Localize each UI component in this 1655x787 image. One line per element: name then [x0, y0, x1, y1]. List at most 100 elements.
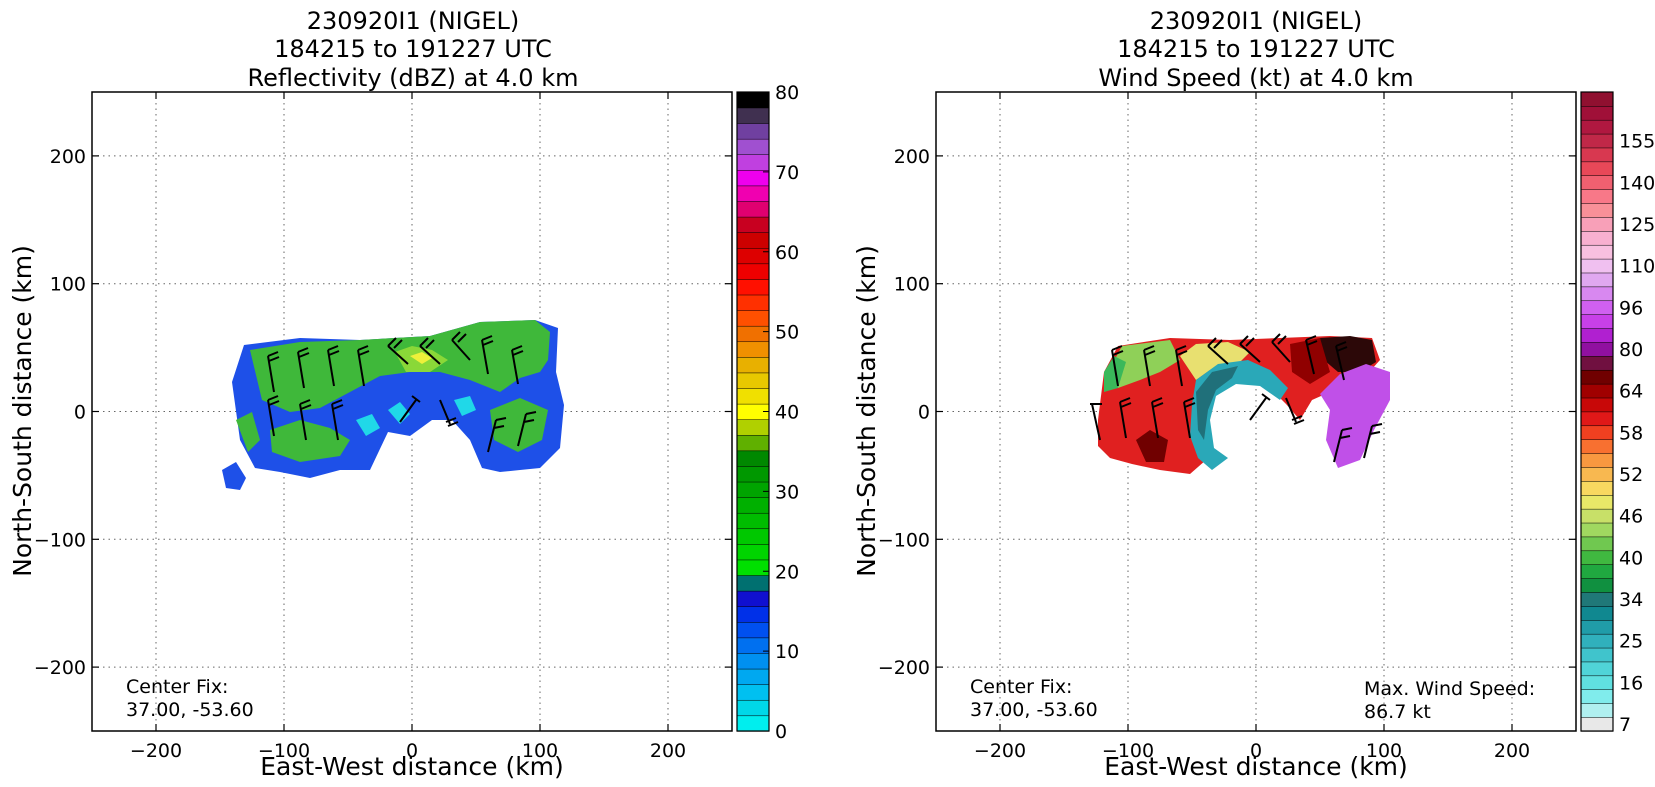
colorbar-segment: [736, 528, 770, 545]
reflectivity-colorbar: 0 10 20 30 40 50 60 70 80: [736, 82, 799, 743]
colorbar-segment: [736, 200, 770, 218]
center-fix-value: 37.00, -53.60: [970, 699, 1098, 721]
chart-title-line-3: Reflectivity (dBZ) at 4.0 km: [248, 64, 579, 92]
y-tick-label: 0: [74, 402, 86, 424]
colorbar-segment: [1580, 244, 1614, 260]
colorbar-segment: [736, 465, 770, 483]
colorbar-segment: [736, 107, 770, 124]
colorbar-segment: [736, 652, 770, 670]
colorbar-segment: [1580, 689, 1614, 704]
colorbar-segment: [1580, 439, 1614, 454]
colorbar-segment: [736, 434, 770, 452]
max-wind-value: 86.7 kt: [1364, 701, 1431, 723]
colorbar-segment: [1580, 161, 1614, 176]
colorbar-segment: [736, 683, 770, 701]
colorbar-segment: [736, 450, 770, 467]
colorbar-segment: [1580, 133, 1614, 149]
max-wind-label: Max. Wind Speed:: [1364, 678, 1535, 700]
colorbar-segment: [736, 122, 770, 140]
colorbar-segment: [736, 590, 770, 607]
x-tick-label: −100: [258, 740, 310, 762]
colorbar-segment: [736, 154, 770, 171]
y-tick-label: −100: [878, 529, 930, 551]
colorbar-segment: [1580, 675, 1614, 690]
wind-speed-panel: 230920I1 (NIGEL) 184215 to 191227 UTC Wi…: [852, 7, 1655, 781]
x-tick-label: 100: [522, 740, 558, 762]
colorbar-segment: [1580, 369, 1614, 385]
wind-region: [1136, 430, 1168, 462]
colorbar-segment: [1580, 119, 1614, 135]
colorbar-tick-label: 80: [1619, 339, 1643, 361]
colorbar-segment: [1580, 272, 1614, 288]
colorbar-segment: [1580, 716, 1614, 732]
colorbar-segment: [1580, 619, 1614, 635]
chart-title-line-1: 230920I1 (NIGEL): [1150, 7, 1362, 35]
colorbar-tick-label: 25: [1619, 631, 1643, 653]
y-tick-label: −200: [878, 657, 930, 679]
colorbar-tick-label: 0: [775, 721, 787, 743]
center-fix-label: Center Fix:: [126, 676, 228, 698]
colorbar-tick-label: 30: [775, 481, 799, 503]
y-tick-label: −200: [34, 657, 86, 679]
y-tick-label: 100: [894, 274, 930, 296]
colorbar-segment: [1580, 647, 1614, 663]
colorbar-tick-label: 58: [1619, 422, 1643, 444]
colorbar-segment: [1580, 564, 1614, 579]
colorbar-tick-label: 110: [1619, 256, 1655, 278]
echo-region: [250, 320, 550, 412]
colorbar-tick-label: 140: [1619, 172, 1655, 194]
colorbar-segment: [736, 185, 770, 202]
colorbar-segment: [1580, 202, 1614, 218]
echo-region: [356, 414, 380, 436]
echo-region: [270, 420, 350, 462]
colorbar-tick-label: 52: [1619, 464, 1643, 486]
colorbar-tick-label: 64: [1619, 381, 1643, 403]
y-tick-label: 200: [894, 146, 930, 168]
colorbar-segment: [1580, 355, 1614, 371]
colorbar-segment: [1580, 175, 1614, 190]
colorbar-segment: [1580, 536, 1614, 552]
chart-title-line-3: Wind Speed (kt) at 4.0 km: [1098, 64, 1413, 92]
colorbar-segment: [736, 715, 770, 732]
x-axis-label: East-West distance (km): [1104, 752, 1408, 781]
colorbar-segment: [1580, 397, 1614, 413]
colorbar-segment: [1580, 230, 1614, 246]
colorbar-segment: [736, 481, 770, 498]
colorbar-segment: [1580, 466, 1614, 482]
echo-region: [388, 402, 410, 424]
echo-region: [454, 396, 476, 416]
colorbar-tick-label: 16: [1619, 672, 1643, 694]
colorbar-tick-label: 70: [775, 162, 799, 184]
wind-speed-field: [1090, 333, 1390, 474]
colorbar-segment: [1580, 633, 1614, 649]
colorbar-segment: [736, 699, 770, 717]
x-tick-label: −200: [974, 740, 1026, 762]
colorbar-segment: [1580, 341, 1614, 357]
axis-ticks: −200 −100 0 100 200 −200 −100 0 100 200: [34, 92, 732, 762]
echo-region: [410, 352, 432, 364]
axis-ticks: −200 −100 0 100 200 −200 −100 0 100 200: [878, 92, 1576, 762]
colorbar-tick-label: 20: [775, 561, 799, 583]
echo-region: [236, 412, 260, 452]
wind-speed-colorbar: 7 16 25 34 40 46 52 58 64 80 96 110 125 140 155: [1580, 91, 1655, 736]
colorbar-tick-label: 125: [1619, 214, 1655, 236]
colorbar-segment: [736, 512, 770, 530]
colorbar-segment: [1580, 480, 1614, 496]
colorbar-segment: [736, 325, 770, 343]
colorbar-segment: [1580, 147, 1614, 163]
x-tick-label: 200: [1494, 740, 1530, 762]
colorbar-segment: [736, 543, 770, 561]
colorbar-segment: [736, 91, 770, 109]
x-tick-label: 200: [650, 740, 686, 762]
chart-title-line-2: 184215 to 191227 UTC: [274, 35, 552, 63]
y-axis-label: North-South distance (km): [8, 245, 37, 577]
colorbar-segment: [1580, 452, 1614, 468]
x-tick-label: 0: [1250, 740, 1262, 762]
colorbar-segment: [736, 247, 770, 265]
colorbar-segment: [736, 309, 770, 327]
colorbar-segment: [1580, 605, 1614, 621]
colorbar-segment: [1580, 550, 1614, 565]
colorbar-tick-label: 80: [775, 82, 799, 104]
y-tick-label: 200: [50, 146, 86, 168]
colorbar-segment: [1580, 300, 1614, 315]
